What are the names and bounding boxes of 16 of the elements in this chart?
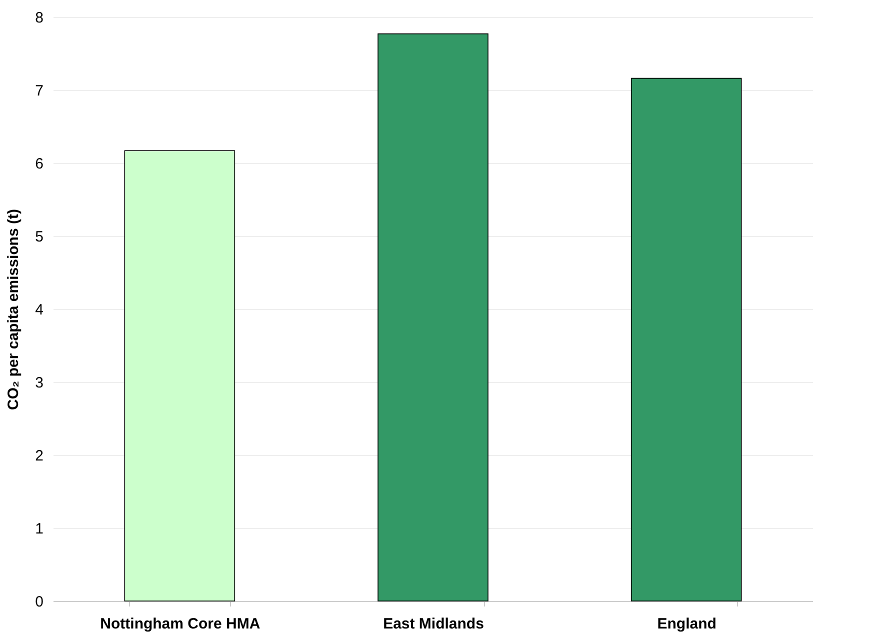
y-tick-label: 3 [35,374,44,392]
y-tick-label: 2 [35,448,44,464]
x-tick-label: East Midlands [383,616,484,632]
y-axis-title: CO₂ per capita emissions (t) [5,209,22,410]
y-tick-label: 0 [35,594,44,610]
bar [124,150,236,602]
x-tick-label: England [657,616,716,632]
y-tick-label: 7 [35,82,44,100]
y-tick-label: 1 [35,520,44,538]
x-tick-label: Nottingham Core HMA [100,616,260,632]
bar [378,33,488,602]
y-tick-label: 4 [35,302,44,318]
y-tick-label: 6 [35,156,44,172]
y-tick-label: 8 [35,10,44,26]
y-tick-label: 5 [35,228,44,246]
bar [630,78,742,602]
